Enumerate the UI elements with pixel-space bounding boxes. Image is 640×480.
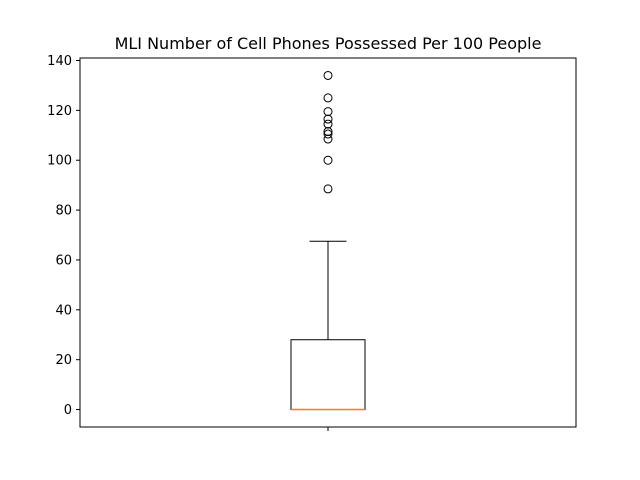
y-tick-label: 0 — [64, 403, 72, 418]
y-axis: 0 20 40 60 80 100 120 140 — [47, 54, 80, 418]
box-group — [290, 70, 366, 411]
y-tick-label: 60 — [55, 253, 72, 268]
y-tick-label: 120 — [47, 104, 72, 119]
outlier-point — [323, 70, 333, 80]
chart-title: MLI Number of Cell Phones Possessed Per … — [115, 34, 542, 53]
y-tick-label: 20 — [55, 353, 72, 368]
y-tick-label: 40 — [55, 303, 72, 318]
outlier-point — [323, 127, 333, 137]
outlier-point — [323, 155, 333, 165]
outlier-point — [323, 129, 333, 139]
iqr-box — [290, 339, 366, 411]
y-tick-label: 80 — [55, 204, 72, 219]
outlier-point — [323, 184, 333, 194]
outlier-point — [323, 134, 333, 144]
y-tick-label: 100 — [47, 154, 72, 169]
outlier-point — [323, 119, 333, 129]
outlier-point — [323, 114, 333, 124]
outlier-point — [323, 107, 333, 117]
y-tick-label: 140 — [47, 54, 72, 69]
outlier-point — [323, 93, 333, 103]
